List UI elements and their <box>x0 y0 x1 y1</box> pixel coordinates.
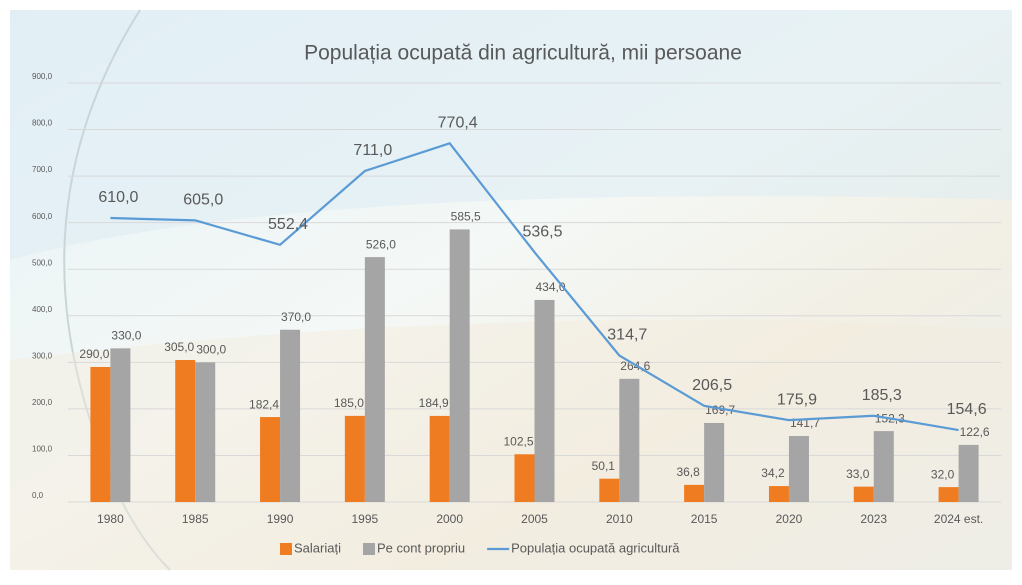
legend-label: Salariați <box>294 540 341 555</box>
bar <box>514 454 535 502</box>
data-label: 154,6 <box>947 401 987 418</box>
y-tick-label: 100,0 <box>32 445 53 454</box>
data-label: 32,0 <box>931 467 955 481</box>
bar <box>344 415 365 502</box>
data-label: 605,0 <box>183 192 223 209</box>
data-label: 175,9 <box>777 391 817 408</box>
bar <box>449 229 470 502</box>
data-label: 50,1 <box>592 459 616 473</box>
legend-label: Pe cont propriu <box>377 540 465 555</box>
bar <box>938 487 959 502</box>
x-tick-label: 2000 <box>436 512 463 526</box>
y-tick-label: 800,0 <box>32 119 53 128</box>
x-tick-label: 1990 <box>267 512 294 526</box>
bar <box>260 417 281 502</box>
data-label: 182,4 <box>249 397 279 411</box>
bar <box>90 366 111 502</box>
bar <box>110 348 131 502</box>
y-tick-label: 600,0 <box>32 212 53 221</box>
y-tick-label: 0,0 <box>32 491 44 500</box>
x-tick-label: 2020 <box>776 512 803 526</box>
y-tick-label: 400,0 <box>32 305 53 314</box>
x-tick-label: 2023 <box>860 512 887 526</box>
data-label: 102,5 <box>503 434 533 448</box>
data-label: 370,0 <box>281 310 311 324</box>
data-label: 330,0 <box>111 329 141 343</box>
bar <box>853 486 874 502</box>
data-label: 552,4 <box>268 216 308 233</box>
bar <box>768 486 789 502</box>
data-label: 526,0 <box>366 237 396 251</box>
bar <box>195 362 216 502</box>
x-tick-label: 2010 <box>606 512 633 526</box>
bar <box>704 422 725 502</box>
bar <box>364 257 385 502</box>
y-tick-label: 700,0 <box>32 165 53 174</box>
data-label: 34,2 <box>761 466 785 480</box>
data-label: 290,0 <box>79 347 109 361</box>
decoration <box>10 320 1012 570</box>
data-label: 536,5 <box>522 223 562 240</box>
x-tick-label: 2024 est. <box>934 512 983 526</box>
y-tick-label: 200,0 <box>32 398 53 407</box>
decoration <box>63 9 171 571</box>
data-label: 305,0 <box>164 340 194 354</box>
data-label: 314,7 <box>607 327 647 344</box>
x-tick-label: 1995 <box>352 512 379 526</box>
data-label: 434,0 <box>535 280 565 294</box>
x-tick-label: 2015 <box>691 512 718 526</box>
chart-title: Populația ocupată din agricultură, mii p… <box>304 42 742 65</box>
data-label: 185,3 <box>862 387 902 404</box>
data-label: 36,8 <box>676 465 700 479</box>
decoration <box>10 10 1012 260</box>
data-label: 122,6 <box>960 425 990 439</box>
bar <box>280 329 301 502</box>
bar <box>429 415 450 502</box>
bar <box>599 478 620 502</box>
data-label: 610,0 <box>98 189 138 206</box>
y-tick-label: 900,0 <box>32 72 53 81</box>
y-tick-label: 500,0 <box>32 258 53 267</box>
data-label: 770,4 <box>438 115 478 132</box>
data-label: 184,9 <box>419 396 449 410</box>
data-label: 185,0 <box>334 396 364 410</box>
data-label: 585,5 <box>451 210 481 224</box>
legend-label: Populația ocupată agricultură <box>511 540 680 555</box>
data-label: 711,0 <box>353 142 392 159</box>
bar <box>175 360 196 502</box>
data-label: 300,0 <box>196 343 226 357</box>
legend-swatch <box>362 543 375 555</box>
bar <box>534 299 555 502</box>
x-tick-label: 2005 <box>521 512 548 526</box>
legend-swatch <box>280 543 292 555</box>
bar <box>788 436 809 502</box>
bar <box>684 484 705 502</box>
y-tick-label: 300,0 <box>32 351 53 360</box>
bar <box>958 444 979 502</box>
data-label: 33,0 <box>846 467 870 481</box>
bar <box>619 378 640 502</box>
data-label: 206,5 <box>692 377 732 394</box>
x-tick-label: 1980 <box>97 512 124 526</box>
x-tick-label: 1985 <box>182 512 209 526</box>
line <box>110 142 959 432</box>
bar <box>873 431 894 502</box>
